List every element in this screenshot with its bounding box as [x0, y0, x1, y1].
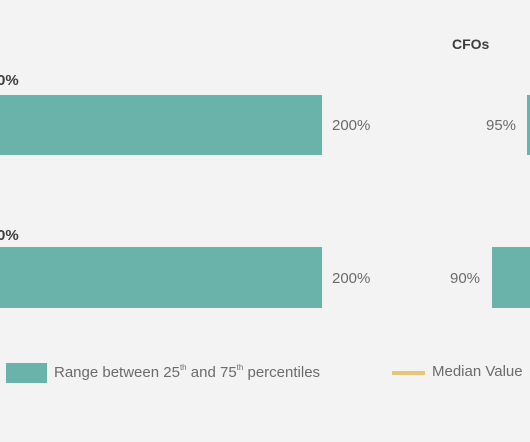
- range-bar-row-1: [0, 95, 322, 155]
- panel-title-cfos: CFOs: [452, 36, 490, 52]
- value-label-row-2: 200%: [332, 270, 370, 287]
- legend-range-label: Range between 25th and 75th percentiles: [54, 363, 321, 381]
- cfo-value-label-row-1: 95%: [486, 117, 516, 134]
- legend-range-swatch: [6, 363, 47, 383]
- value-label-row-1: 200%: [332, 117, 370, 134]
- median-label-row-2: 0%: [0, 227, 19, 244]
- cfo-range-bar-row-2: [492, 247, 530, 308]
- cfo-range-bar-row-1: [527, 95, 530, 155]
- legend-median-label: Median Value: [432, 363, 523, 380]
- legend-median-swatch: [392, 371, 425, 375]
- range-bar-row-2: [0, 247, 322, 308]
- cfo-value-label-row-2: 90%: [450, 270, 480, 287]
- median-label-row-1: 0%: [0, 72, 19, 89]
